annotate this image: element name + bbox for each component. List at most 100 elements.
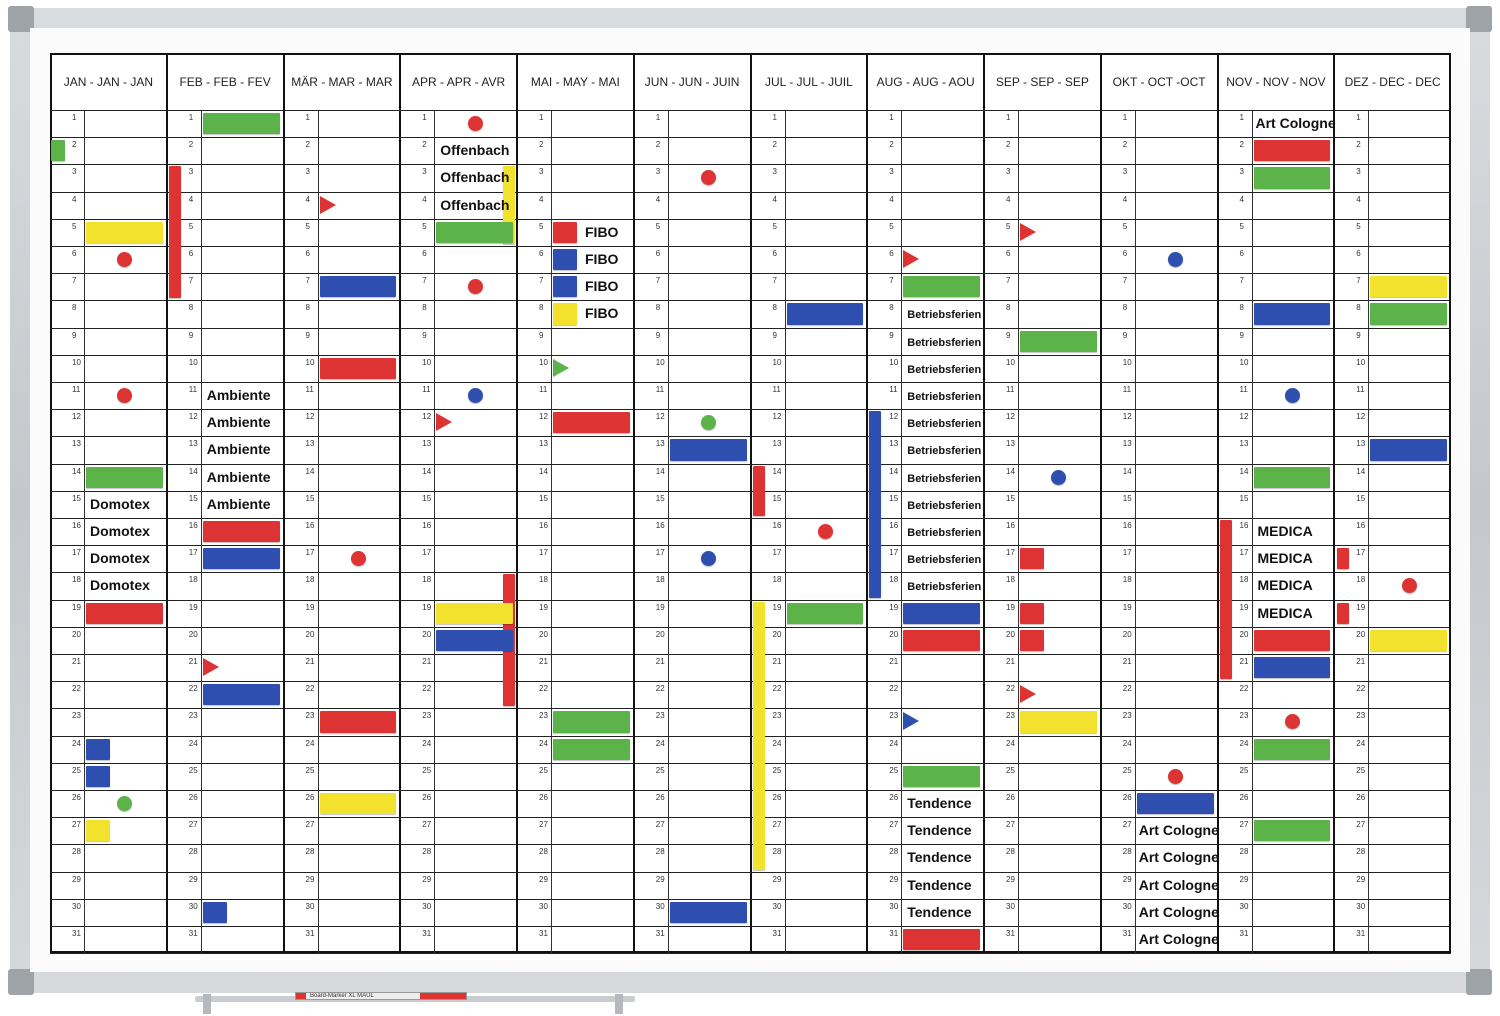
magnet-flag-red[interactable] [1020,685,1036,704]
magnet-flag-red[interactable] [436,413,453,432]
magnet-vertical-yellow[interactable] [752,601,765,870]
magnet-strip-green[interactable] [1370,303,1447,325]
magnet-strip-green[interactable] [1253,738,1331,760]
magnet-strip-red[interactable] [553,412,630,434]
magnet-strip-blue[interactable] [1370,439,1447,461]
magnet-strip-red[interactable] [1020,602,1044,624]
magnet-flag-red[interactable] [1020,222,1036,241]
magnet-strip-yellow[interactable] [553,303,577,325]
magnet-strip-blue[interactable] [202,901,227,923]
day-number: 30 [1122,901,1132,911]
magnet-dot-blue[interactable] [1168,252,1184,267]
magnet-dot-red[interactable] [467,116,483,131]
magnet-strip-yellow[interactable] [1020,711,1097,733]
magnet-strip-red[interactable] [1337,602,1350,624]
magnet-strip-red[interactable] [202,521,280,543]
day-number: 9 [1006,330,1011,340]
magnet-strip-yellow[interactable] [1370,276,1447,298]
magnet-strip-blue[interactable] [86,738,110,760]
magnet-strip-blue[interactable] [202,548,280,570]
magnet-strip-blue[interactable] [1136,793,1214,815]
magnet-dot-red[interactable] [350,551,366,567]
day-number: 24 [539,738,548,748]
magnet-strip-red[interactable] [1337,548,1350,570]
magnet-strip-red[interactable] [903,929,980,951]
magnet-strip-blue[interactable] [786,303,864,325]
magnet-strip-green[interactable] [436,221,513,243]
magnet-strip-green[interactable] [1253,466,1331,488]
magnet-strip-red[interactable] [903,629,980,651]
magnet-dot-red[interactable] [701,170,717,186]
magnet-flag-red[interactable] [202,658,219,676]
day-number: 23 [422,711,432,721]
day-number: 19 [72,602,81,612]
board-marker[interactable]: Board-Marker XL MAUL [295,992,467,1000]
magnet-dot-red[interactable] [817,524,833,539]
magnet-flag-red[interactable] [319,195,336,214]
magnet-strip-blue[interactable] [1253,657,1331,679]
day-number: 19 [889,602,899,612]
magnet-vertical-red[interactable] [1219,520,1232,680]
magnet-strip-blue[interactable] [1253,303,1331,325]
magnet-strip-red[interactable] [319,711,397,733]
magnet-strip-blue[interactable] [553,276,577,298]
magnet-flag-blue[interactable] [903,712,920,731]
magnet-dot-blue[interactable] [1284,388,1300,403]
magnet-strip-yellow[interactable] [319,793,397,815]
magnet-dot-blue[interactable] [467,388,483,403]
magnet-strip-green[interactable] [1020,330,1097,352]
magnet-strip-green[interactable] [86,466,163,488]
magnet-strip-green[interactable] [202,113,280,135]
day-number: 20 [422,629,432,639]
magnet-strip-red[interactable] [319,357,397,379]
magnet-strip-red[interactable] [86,602,163,624]
magnet-strip-yellow[interactable] [1370,629,1447,651]
day-number: 2 [1122,140,1128,150]
magnet-strip-green[interactable] [51,140,65,162]
magnet-strip-blue[interactable] [903,602,980,624]
magnet-dot-red[interactable] [467,279,483,295]
magnet-dot-red[interactable] [1168,768,1184,784]
magnet-strip-green[interactable] [553,711,630,733]
magnet-dot-blue[interactable] [1051,469,1067,485]
magnet-strip-blue[interactable] [86,765,110,787]
magnet-strip-green[interactable] [553,738,630,760]
magnet-strip-yellow[interactable] [86,820,110,842]
magnet-strip-green[interactable] [903,765,980,787]
month-header: MAI - MAY - MAI [530,74,620,89]
magnet-strip-green[interactable] [903,276,980,298]
planner-label: MEDICA [1257,550,1313,567]
day-number: 12 [188,412,198,422]
magnet-dot-red[interactable] [1284,714,1300,730]
magnet-dot-green[interactable] [117,796,133,811]
magnet-strip-blue[interactable] [319,276,397,298]
magnet-vertical-red[interactable] [168,166,181,299]
magnet-dot-red[interactable] [1401,578,1417,594]
magnet-strip-blue[interactable] [202,684,280,706]
magnet-strip-red[interactable] [553,221,577,243]
magnet-dot-blue[interactable] [701,551,717,567]
magnet-strip-green[interactable] [1253,167,1331,189]
magnet-dot-green[interactable] [701,415,717,431]
magnet-strip-red[interactable] [1020,548,1044,570]
day-number: 14 [889,466,899,476]
magnet-strip-green[interactable] [786,602,864,624]
magnet-dot-red[interactable] [117,388,133,403]
magnet-strip-yellow[interactable] [436,602,513,624]
magnet-strip-green[interactable] [1253,820,1331,842]
magnet-strip-blue[interactable] [553,249,577,271]
planner-label: MEDICA [1257,604,1313,621]
magnet-strip-red[interactable] [1253,629,1331,651]
magnet-vertical-red[interactable] [752,465,765,516]
magnet-strip-blue[interactable] [669,901,747,923]
magnet-strip-red[interactable] [1253,140,1331,162]
magnet-vertical-blue[interactable] [869,411,882,598]
magnet-strip-blue[interactable] [436,629,513,651]
magnet-strip-red[interactable] [1020,629,1044,651]
day-number: 8 [772,303,777,313]
magnet-flag-green[interactable] [553,358,569,377]
magnet-dot-red[interactable] [117,252,133,267]
magnet-strip-yellow[interactable] [86,221,163,243]
magnet-flag-red[interactable] [903,250,920,268]
magnet-strip-blue[interactable] [669,439,747,461]
